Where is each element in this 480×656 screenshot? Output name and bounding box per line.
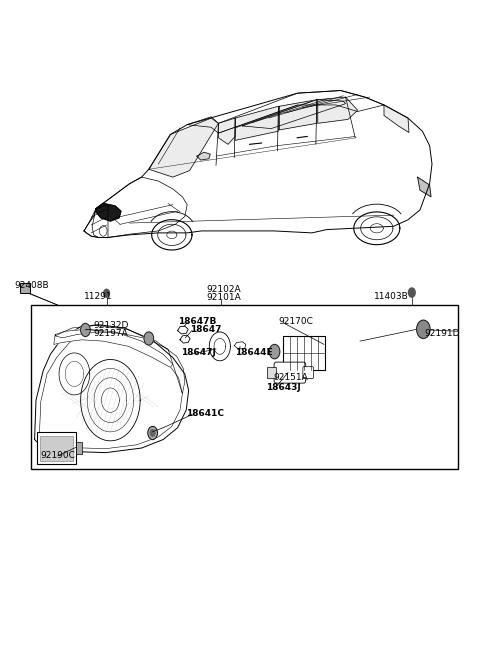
Text: 92191D: 92191D — [425, 329, 460, 338]
Circle shape — [148, 426, 157, 440]
Polygon shape — [418, 177, 431, 197]
Text: 92101A: 92101A — [206, 293, 241, 302]
Polygon shape — [234, 342, 246, 349]
Circle shape — [81, 323, 90, 337]
Text: 92132D: 92132D — [94, 321, 129, 330]
Polygon shape — [384, 105, 409, 133]
Circle shape — [144, 332, 154, 345]
Polygon shape — [209, 332, 230, 361]
Bar — [76, 442, 82, 454]
Polygon shape — [96, 203, 121, 221]
Bar — [31, 305, 458, 469]
Polygon shape — [55, 325, 185, 394]
Text: 92197A: 92197A — [94, 329, 128, 338]
Circle shape — [104, 289, 109, 297]
Polygon shape — [235, 106, 278, 140]
Circle shape — [150, 430, 155, 436]
Text: 18647B: 18647B — [178, 317, 216, 326]
Circle shape — [269, 344, 280, 359]
Polygon shape — [149, 118, 218, 177]
Polygon shape — [54, 329, 173, 367]
Polygon shape — [218, 118, 235, 144]
Bar — [267, 367, 276, 378]
Bar — [40, 436, 73, 461]
Polygon shape — [180, 335, 190, 343]
Text: 18643J: 18643J — [266, 382, 301, 392]
Text: 18644E: 18644E — [235, 348, 273, 358]
Text: 92151A: 92151A — [274, 373, 308, 382]
Polygon shape — [197, 152, 210, 160]
Text: 11403B: 11403B — [374, 292, 409, 301]
Polygon shape — [59, 353, 90, 395]
Bar — [283, 336, 325, 370]
Bar — [20, 283, 30, 293]
Polygon shape — [81, 359, 140, 441]
FancyBboxPatch shape — [303, 367, 313, 379]
Circle shape — [408, 288, 415, 297]
Text: 92190C: 92190C — [41, 451, 76, 461]
FancyBboxPatch shape — [274, 362, 306, 383]
Polygon shape — [318, 97, 358, 123]
Text: 92102A: 92102A — [206, 285, 241, 295]
Text: 18647: 18647 — [190, 325, 221, 334]
Text: 11291: 11291 — [84, 292, 113, 301]
Polygon shape — [178, 326, 188, 334]
Bar — [37, 432, 76, 464]
Text: 18647J: 18647J — [181, 348, 216, 358]
Text: 18641C: 18641C — [186, 409, 224, 418]
Polygon shape — [35, 325, 189, 453]
Polygon shape — [279, 100, 317, 130]
Text: 92408B: 92408B — [14, 281, 49, 290]
Text: 92170C: 92170C — [278, 317, 313, 326]
Circle shape — [417, 320, 430, 338]
